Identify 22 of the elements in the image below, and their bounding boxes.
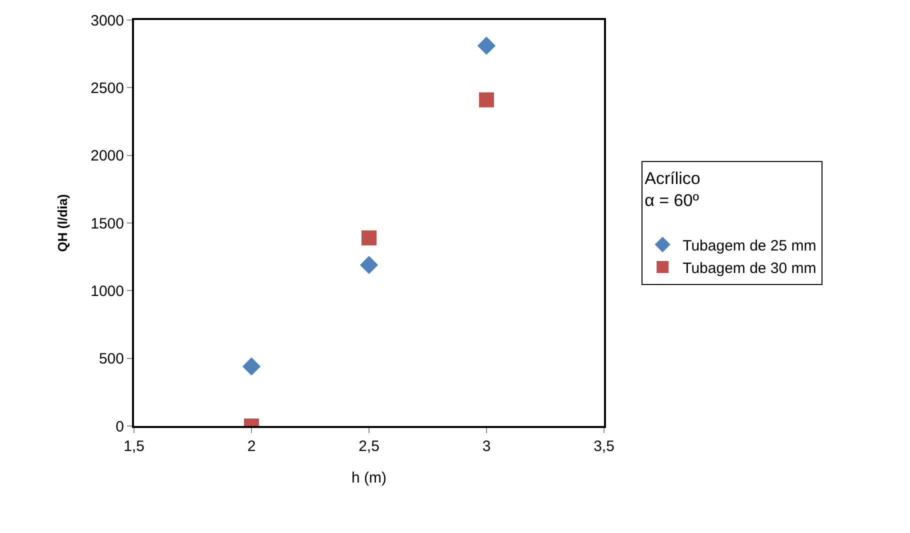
x-tick-label: 3,5 (594, 438, 614, 455)
legend-label: Tubagem de 30 mm (682, 260, 816, 277)
legend-label: Tubagem de 25 mm (682, 237, 816, 254)
y-tick-label: 1000 (90, 282, 124, 300)
y-tick-label: 1500 (90, 215, 124, 232)
x-tick-label: 2 (247, 438, 256, 455)
point (479, 92, 494, 108)
y-axis-title: QH (l/dia) (55, 194, 70, 252)
point (362, 230, 376, 246)
y-tick-label: 2500 (90, 80, 124, 97)
y-tick-label: 3000 (90, 12, 124, 30)
point (360, 256, 378, 274)
point (477, 36, 496, 55)
x-tick-label: 1,5 (124, 438, 144, 455)
x-axis-title: h (m) (352, 470, 386, 486)
legend-title: Acrílico α = 60º (644, 169, 700, 210)
x-tick-label: 3 (482, 438, 491, 455)
y-tick-label: 2000 (90, 148, 124, 165)
y-tick-label: 500 (98, 350, 124, 368)
point (242, 357, 261, 376)
y-tick-label: 0 (116, 418, 124, 436)
x-tick-label: 2,5 (358, 438, 380, 455)
